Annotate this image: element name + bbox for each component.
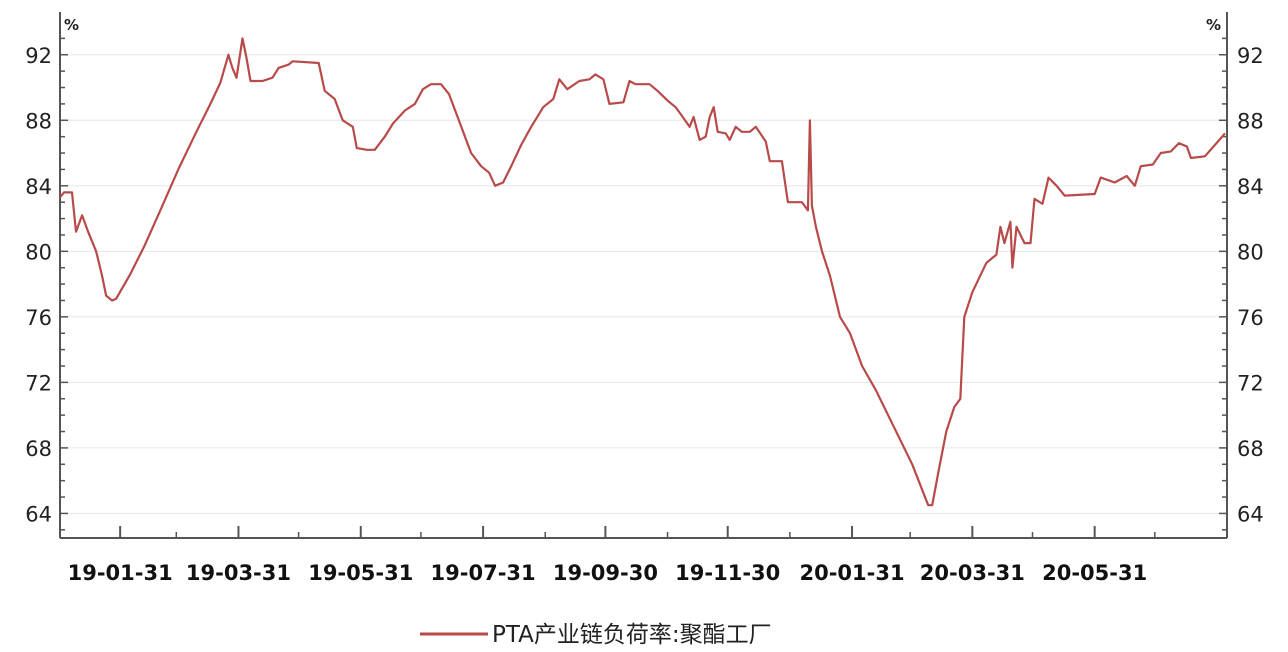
y-tick-label-right: 64 bbox=[1237, 502, 1264, 526]
y-tick-label-right: 68 bbox=[1237, 437, 1264, 461]
y-tick-label-left: 92 bbox=[25, 44, 52, 68]
series-line-pta bbox=[59, 37, 1226, 507]
y-tick-label-left: 64 bbox=[25, 502, 52, 526]
grid-lines bbox=[60, 54, 1227, 514]
x-tick-label: 20-01-31 bbox=[799, 561, 904, 585]
y-tick-label-right: 88 bbox=[1237, 109, 1264, 133]
x-tick-label: 19-05-31 bbox=[308, 561, 413, 585]
y-tick-label-right: 76 bbox=[1237, 306, 1264, 330]
series-layer bbox=[59, 37, 1226, 507]
x-tick-label: 19-09-30 bbox=[553, 561, 658, 585]
x-tick-label: 20-05-31 bbox=[1042, 561, 1147, 585]
y-tick-label-right: 84 bbox=[1237, 175, 1264, 199]
legend: PTA产业链负荷率:聚酯工厂 bbox=[420, 622, 772, 648]
left-axis-unit: % bbox=[64, 16, 79, 34]
right-axis-unit: % bbox=[1206, 16, 1221, 34]
x-tick-label: 19-01-31 bbox=[68, 561, 173, 585]
y-tick-label-left: 72 bbox=[25, 371, 52, 395]
legend-label: PTA产业链负荷率:聚酯工厂 bbox=[492, 622, 772, 648]
y-tick-label-left: 76 bbox=[25, 306, 52, 330]
y-tick-label-left: 88 bbox=[25, 109, 52, 133]
x-tick-label: 19-07-31 bbox=[431, 561, 536, 585]
y-tick-label-right: 80 bbox=[1237, 240, 1264, 264]
x-tick-label: 19-03-31 bbox=[186, 561, 291, 585]
y-tick-label-left: 68 bbox=[25, 437, 52, 461]
x-tick-label: 19-11-30 bbox=[675, 561, 780, 585]
y-tick-label-right: 92 bbox=[1237, 44, 1264, 68]
axes: 64 64 68 68 72 72 76 76 80 80 84 84 88 88 92 92 19-01-31… bbox=[25, 12, 1264, 585]
y-tick-label-right: 72 bbox=[1237, 371, 1264, 395]
x-tick-label: 20-03-31 bbox=[920, 561, 1025, 585]
y-tick-label-left: 80 bbox=[25, 240, 52, 264]
y-tick-label-left: 84 bbox=[25, 175, 52, 199]
